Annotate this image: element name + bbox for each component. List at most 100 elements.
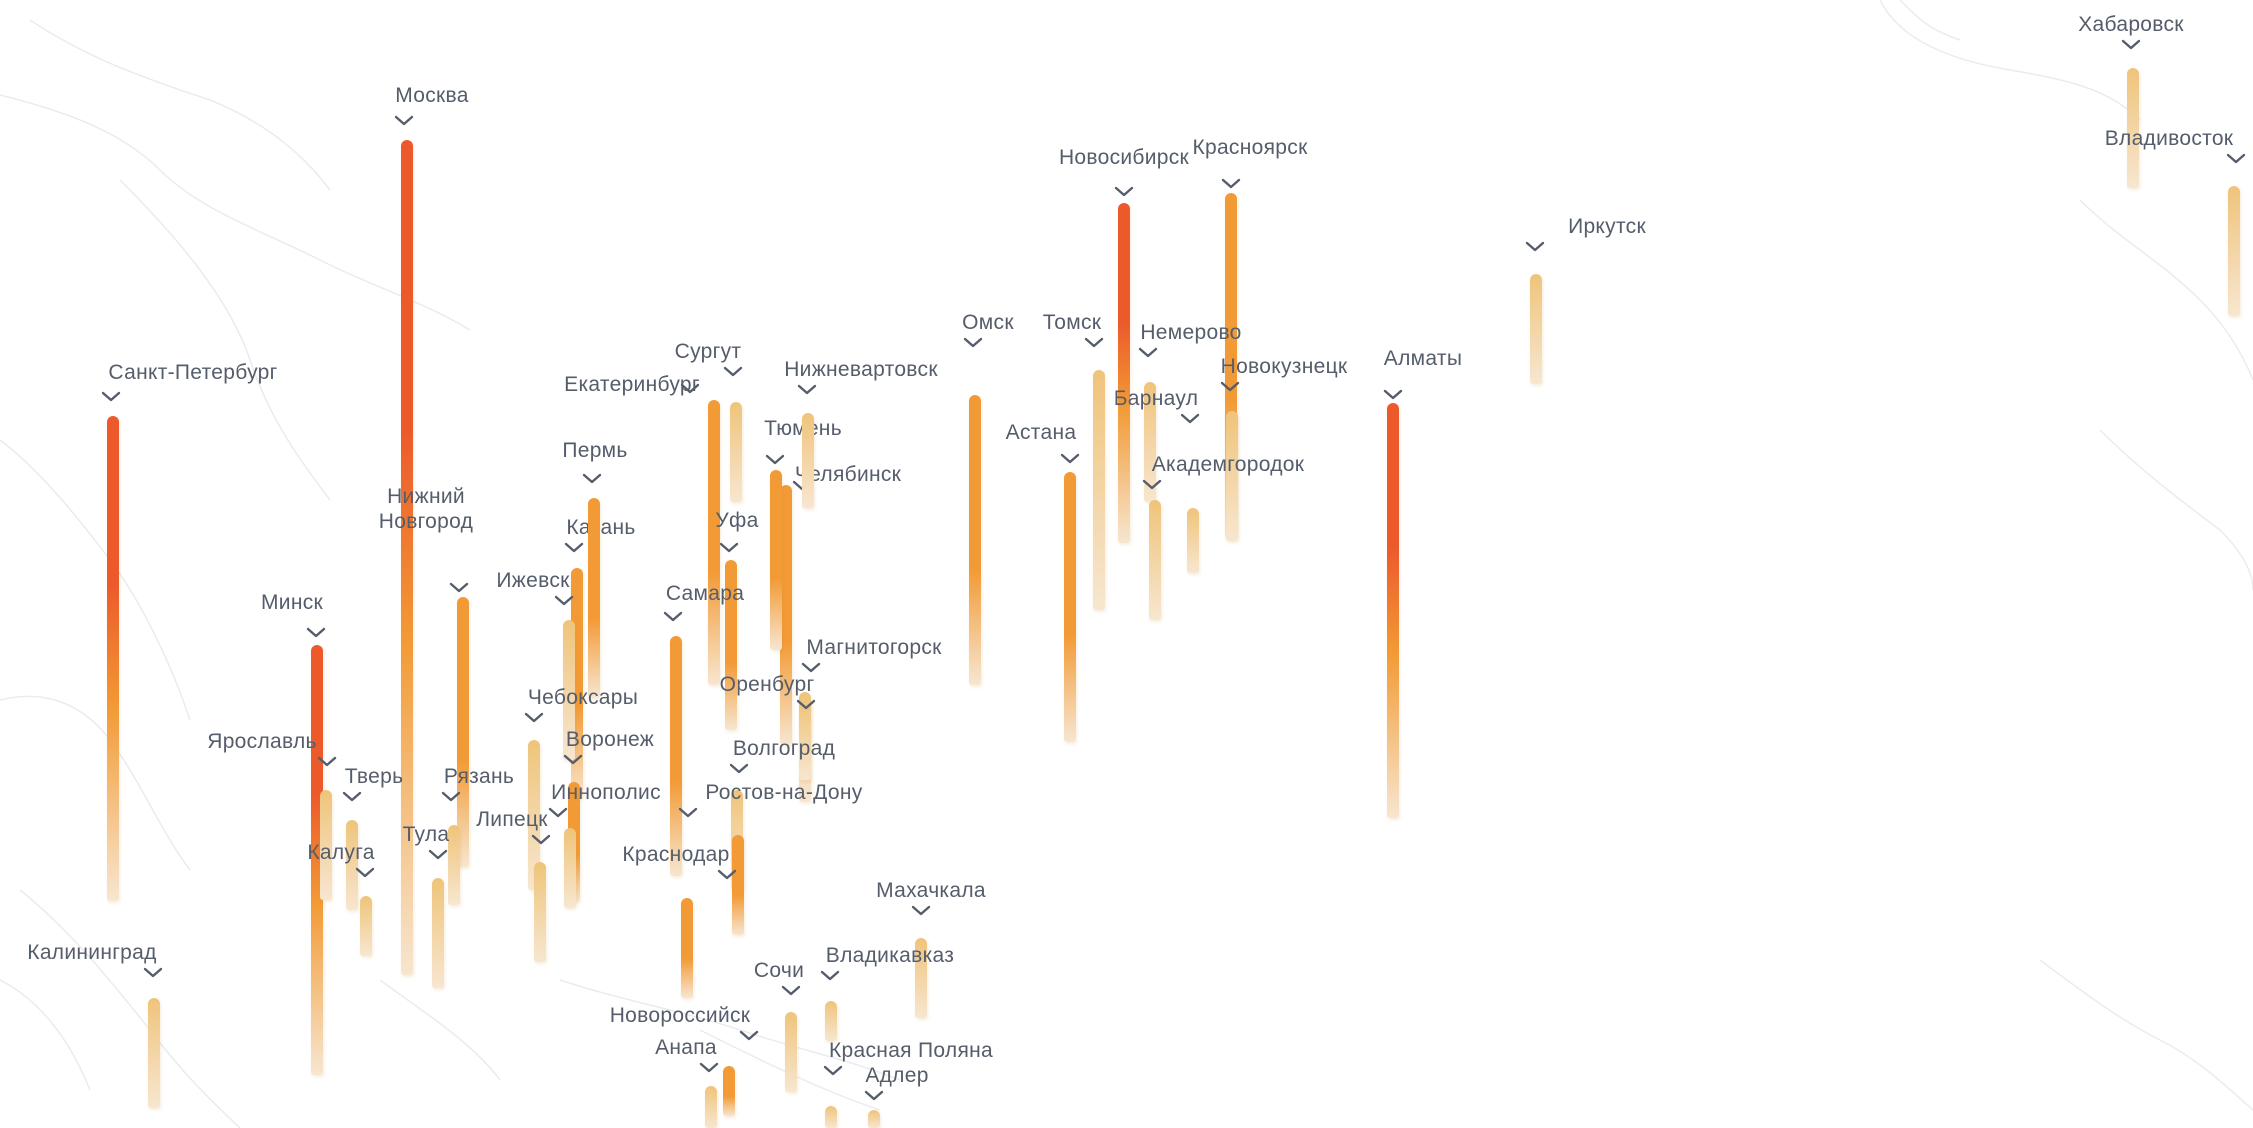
city-label[interactable]: Казань (566, 516, 636, 539)
city-bar[interactable] (564, 828, 576, 908)
chevron-down-icon[interactable] (448, 581, 470, 595)
chevron-down-icon[interactable] (910, 904, 932, 918)
city-bar[interactable] (148, 998, 160, 1108)
city-label[interactable]: Иркутск (1568, 215, 1646, 238)
city-bar[interactable] (705, 1086, 717, 1128)
city-bar[interactable] (1530, 274, 1542, 384)
city-label[interactable]: Ростов-на-Дону (705, 781, 863, 804)
city-label[interactable]: Сургут (674, 340, 742, 363)
city-bar[interactable] (311, 645, 323, 1075)
city-bar[interactable] (360, 896, 372, 956)
city-label[interactable]: Калининград (27, 941, 157, 964)
city-bar[interactable] (708, 400, 720, 685)
chevron-down-icon[interactable] (440, 790, 462, 804)
city-bar[interactable] (457, 597, 469, 867)
city-bar[interactable] (969, 395, 981, 685)
city-bar[interactable] (780, 485, 792, 745)
city-bar[interactable] (528, 740, 540, 890)
city-label[interactable]: Новороссийск (609, 1004, 751, 1027)
city-bar[interactable] (1226, 411, 1238, 541)
city-bar[interactable] (1387, 403, 1399, 818)
chevron-down-icon[interactable] (795, 698, 817, 712)
chevron-down-icon[interactable] (1113, 185, 1135, 199)
chevron-down-icon[interactable] (662, 610, 684, 624)
city-bar[interactable] (825, 1001, 837, 1041)
city-bar[interactable] (401, 140, 413, 975)
chevron-down-icon[interactable] (677, 806, 699, 820)
city-bar[interactable] (802, 413, 814, 508)
city-label[interactable]: Ижевск (496, 569, 570, 592)
city-bar[interactable] (681, 898, 693, 998)
city-label[interactable]: Челябинск (794, 463, 902, 486)
city-bar[interactable] (732, 835, 744, 935)
chevron-down-icon[interactable] (563, 541, 585, 555)
chevron-down-icon[interactable] (679, 382, 701, 396)
city-bar[interactable] (1118, 203, 1130, 543)
city-label[interactable]: Анапа (655, 1036, 717, 1059)
chevron-down-icon[interactable] (728, 762, 750, 776)
chevron-down-icon[interactable] (1219, 380, 1241, 394)
city-label[interactable]: Новосибирск (1058, 146, 1190, 169)
city-label[interactable]: Алматы (1383, 347, 1463, 370)
chevron-down-icon[interactable] (738, 1029, 760, 1043)
chevron-down-icon[interactable] (800, 661, 822, 675)
chevron-down-icon[interactable] (2120, 38, 2142, 52)
city-label[interactable]: Омск (962, 311, 1014, 334)
city-bar[interactable] (107, 416, 119, 901)
chevron-down-icon[interactable] (100, 390, 122, 404)
city-bar[interactable] (785, 1012, 797, 1092)
city-label[interactable]: Самара (665, 582, 745, 605)
chevron-down-icon[interactable] (562, 753, 584, 767)
chevron-down-icon[interactable] (1141, 478, 1163, 492)
chevron-down-icon[interactable] (581, 472, 603, 486)
city-label[interactable]: Краснодар (622, 843, 730, 866)
city-bar[interactable] (588, 498, 600, 698)
city-bar[interactable] (320, 790, 332, 900)
chevron-down-icon[interactable] (718, 541, 740, 555)
city-label[interactable]: Академгородок (1151, 453, 1305, 476)
city-bar[interactable] (799, 700, 811, 780)
city-bar[interactable] (563, 620, 575, 760)
city-label[interactable]: Липецк (476, 808, 548, 831)
city-label[interactable]: Чебоксары (527, 686, 639, 709)
city-bar[interactable] (448, 825, 460, 905)
chevron-down-icon[interactable] (547, 806, 569, 820)
city-bar[interactable] (1187, 508, 1199, 573)
chevron-down-icon[interactable] (1137, 346, 1159, 360)
city-bar[interactable] (1149, 500, 1161, 620)
chevron-down-icon[interactable] (2225, 152, 2247, 166)
city-bar[interactable] (825, 1106, 837, 1128)
chevron-down-icon[interactable] (962, 336, 984, 350)
city-label[interactable]: Екатеринбург (564, 373, 700, 396)
chevron-down-icon[interactable] (354, 866, 376, 880)
chevron-down-icon[interactable] (722, 365, 744, 379)
city-bar[interactable] (670, 636, 682, 876)
city-bar[interactable] (868, 1110, 880, 1128)
city-label[interactable]: Тверь (344, 765, 404, 788)
chevron-down-icon[interactable] (780, 984, 802, 998)
chevron-down-icon[interactable] (530, 833, 552, 847)
city-bar[interactable] (346, 820, 358, 910)
chevron-down-icon[interactable] (819, 969, 841, 983)
chevron-down-icon[interactable] (341, 790, 363, 804)
city-label[interactable]: Красная Поляна (829, 1039, 993, 1062)
city-label[interactable]: Минск (260, 591, 324, 614)
chevron-down-icon[interactable] (822, 1064, 844, 1078)
city-label[interactable]: Магнитогорск (806, 636, 942, 659)
city-bar[interactable] (534, 862, 546, 962)
city-bar[interactable] (1144, 382, 1156, 502)
city-bar[interactable] (432, 878, 444, 988)
city-label[interactable]: Астана (1005, 421, 1077, 444)
chevron-down-icon[interactable] (1083, 336, 1105, 350)
city-label[interactable]: Иннополис (551, 781, 661, 804)
city-bar[interactable] (730, 402, 742, 502)
chevron-down-icon[interactable] (1059, 452, 1081, 466)
city-label[interactable]: Владикавказ (825, 944, 955, 967)
city-bar[interactable] (770, 470, 782, 650)
city-label[interactable]: Санкт-Петербург (108, 361, 278, 384)
chevron-down-icon[interactable] (393, 114, 415, 128)
city-label[interactable]: Нижневартовск (784, 358, 938, 381)
city-bar[interactable] (915, 938, 927, 1018)
city-bar[interactable] (2228, 186, 2240, 316)
